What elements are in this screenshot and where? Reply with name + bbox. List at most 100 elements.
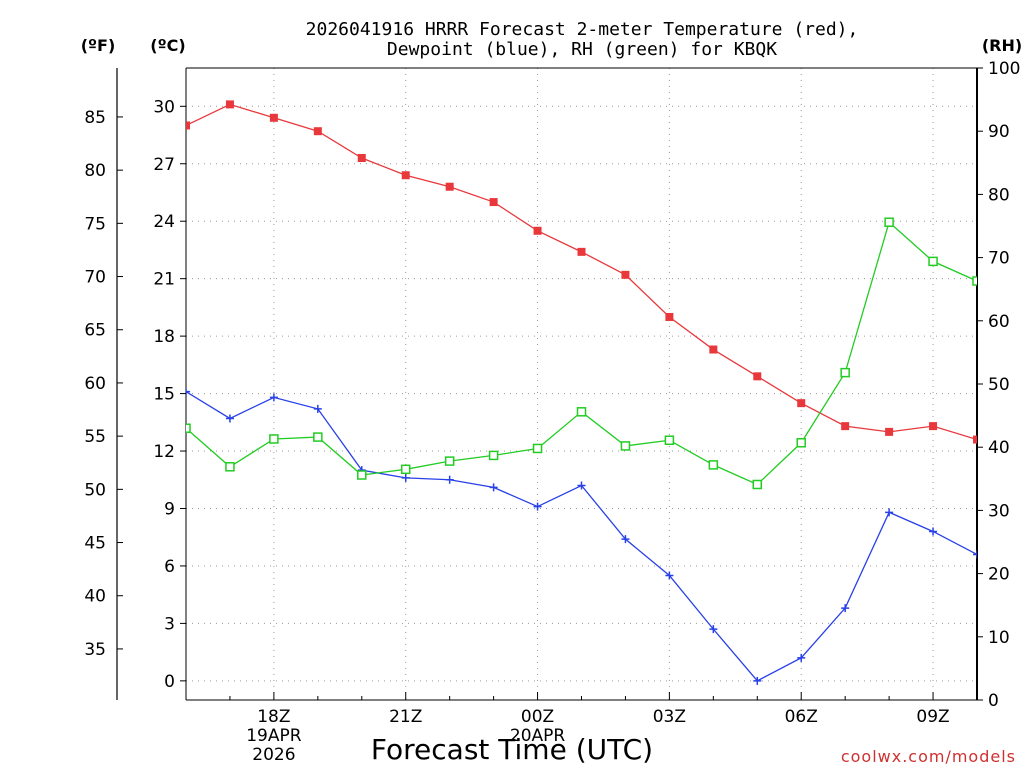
rh-point	[928, 256, 938, 267]
celsius-tick-label: 18	[153, 327, 175, 347]
rh-point	[400, 464, 411, 475]
fahrenheit-tick-label: 45	[84, 534, 106, 554]
rh-tick-label: 10	[988, 628, 1010, 648]
celsius-tick-label: 6	[164, 557, 175, 577]
dewpoint-point	[269, 393, 278, 402]
rh-point	[620, 441, 631, 451]
temperature-point	[885, 427, 894, 436]
dewpoint-point	[225, 414, 234, 423]
rh-tick-label: 40	[988, 438, 1010, 458]
credit-text: coolwx.com/models	[841, 747, 1016, 766]
celsius-axis-unit: (ºC)	[150, 36, 185, 55]
rh-point	[444, 456, 455, 466]
dewpoint-point	[885, 508, 894, 517]
rh-point	[269, 434, 279, 444]
fahrenheit-tick-label: 50	[84, 480, 106, 500]
celsius-tick-label: 27	[153, 155, 175, 175]
rh-point	[972, 276, 977, 286]
dewpoint-point	[709, 625, 718, 634]
temperature-point	[973, 435, 977, 444]
celsius-tick-label: 15	[153, 385, 175, 405]
x-axis-title: Forecast Time (UTC)	[371, 733, 653, 766]
rh-point	[532, 443, 543, 454]
rh-point	[664, 435, 675, 445]
tick-labels: 0 3 6 9 12 15 18 21 24 27 30 35 40 45 50 55 60 65 70 75 80 85…	[84, 59, 1020, 765]
temperature-point	[186, 121, 190, 130]
rh-tick-label: 80	[988, 185, 1010, 205]
dewpoint-point	[665, 571, 674, 580]
fahrenheit-tick-label: 75	[84, 214, 106, 234]
temperature-point	[709, 345, 718, 354]
dewpoint-point	[797, 653, 806, 662]
series-line	[186, 391, 977, 682]
series-line	[186, 103, 977, 441]
chart-title-line-1: 2026041916 HRRR Forecast 2-meter Tempera…	[306, 19, 859, 40]
dewpoint-point	[445, 475, 454, 484]
dewpoint-point	[841, 604, 850, 613]
rh-point	[840, 367, 850, 378]
temperature-point	[225, 100, 234, 109]
dewpoint-point	[533, 502, 542, 511]
rh-point	[313, 432, 323, 442]
series-2-meter-temperature	[186, 100, 977, 444]
dewpoint-point	[489, 483, 498, 492]
rh-point	[796, 438, 806, 448]
x-tick-label: 00Z	[521, 707, 554, 727]
fahrenheit-axis-unit: (ºF)	[81, 36, 116, 55]
x-tick-label: 18Z	[257, 707, 290, 727]
temperature-point	[841, 422, 850, 431]
rh-point	[225, 462, 235, 472]
grid	[186, 68, 977, 700]
rh-tick-label: 50	[988, 375, 1010, 395]
rh-tick-label: 60	[988, 312, 1010, 332]
temperature-point	[313, 127, 322, 136]
x-tick-label: 20APR	[510, 726, 566, 746]
celsius-tick-label: 3	[164, 614, 175, 634]
rh-tick-label: 30	[988, 501, 1010, 521]
celsius-tick-label: 24	[153, 212, 175, 232]
x-tick-label: 19APR	[246, 726, 302, 746]
temperature-point	[753, 372, 762, 381]
fahrenheit-tick-label: 65	[84, 321, 106, 341]
rh-point	[357, 470, 367, 480]
temperature-point	[665, 312, 674, 321]
rh-point	[488, 450, 499, 461]
series-dewpoint	[186, 387, 977, 685]
data-series	[186, 100, 977, 685]
series-rh	[186, 217, 977, 490]
celsius-tick-label: 21	[153, 270, 175, 290]
rh-tick-label: 70	[988, 249, 1010, 269]
dewpoint-point	[401, 473, 410, 482]
rh-tick-label: 0	[988, 691, 999, 711]
chart-title-line-2: Dewpoint (blue), RH (green) for KBQK	[387, 39, 777, 60]
temperature-point	[929, 422, 938, 431]
temperature-point	[621, 270, 630, 279]
fahrenheit-tick-label: 55	[84, 427, 106, 447]
celsius-tick-label: 30	[153, 97, 175, 117]
dewpoint-point	[973, 550, 977, 559]
fahrenheit-tick-label: 60	[84, 374, 106, 394]
celsius-tick-label: 12	[153, 442, 175, 462]
temperature-point	[445, 182, 454, 191]
fahrenheit-tick-label: 35	[84, 640, 106, 660]
temperature-point	[401, 171, 410, 180]
temperature-point	[269, 113, 278, 122]
dewpoint-point	[753, 676, 762, 685]
dewpoint-point	[621, 535, 630, 544]
series-line	[186, 221, 977, 486]
temperature-point	[577, 247, 586, 256]
dewpoint-point	[313, 404, 322, 413]
rh-point	[884, 217, 894, 227]
rh-tick-label: 90	[988, 122, 1010, 142]
celsius-tick-label: 0	[164, 672, 175, 692]
x-tick-label: 21Z	[389, 707, 422, 727]
fahrenheit-tick-label: 70	[84, 268, 106, 288]
fahrenheit-tick-label: 85	[84, 108, 106, 128]
dewpoint-point	[577, 481, 586, 490]
temperature-point	[533, 226, 542, 235]
celsius-tick-label: 9	[164, 499, 175, 519]
x-tick-label: 2026	[252, 745, 295, 765]
rh-tick-label: 20	[988, 565, 1010, 585]
rh-point	[708, 460, 719, 470]
